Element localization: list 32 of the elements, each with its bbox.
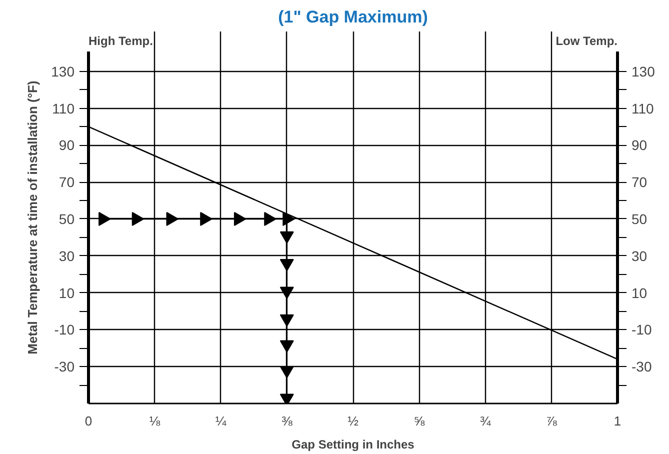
y2-tick-label: -10 — [632, 322, 652, 338]
y2-tick-label: 90 — [632, 137, 648, 154]
y2-tick-label: 110 — [632, 100, 654, 116]
y-tick-label: 50 — [58, 210, 75, 227]
y2-tick-label: 50 — [632, 210, 648, 227]
x-tick-label: ½ — [348, 414, 359, 428]
y-tick-label: -30 — [54, 358, 75, 375]
y2-tick-label: -30 — [632, 358, 652, 375]
text: Low Temp. — [556, 34, 618, 48]
x-tick-label: ⅞ — [546, 414, 557, 428]
y-tick-label: 110 — [52, 100, 75, 116]
x-axis-title: Gap Setting in Inches — [292, 438, 415, 452]
y2-tick-label: 10 — [632, 284, 648, 301]
y-tick-label: 70 — [58, 174, 75, 190]
x-tick-label: 1 — [614, 414, 622, 428]
y-axis-title: Metal Temperature at time of installation (°F) — [25, 80, 40, 354]
y2-tick-label: 130 — [632, 63, 656, 80]
text: High Temp. — [88, 34, 153, 48]
x-tick-label: 0 — [84, 414, 92, 428]
x-tick-label: ⅛ — [149, 414, 160, 428]
y-tick-label: 90 — [58, 137, 75, 154]
y-tick-label: 30 — [58, 248, 75, 264]
x-tick-label: ⅝ — [414, 414, 425, 428]
y2-tick-label: 30 — [632, 248, 648, 264]
y-tick-label: -10 — [54, 322, 75, 338]
x-tick-label: ⅜ — [281, 414, 292, 428]
x-tick-label: ¼ — [215, 414, 226, 428]
y-tick-label: 130 — [51, 63, 75, 80]
chart-title: (1" Gap Maximum) — [278, 8, 428, 26]
x-tick-label: ¾ — [480, 414, 491, 428]
y-tick-label: 10 — [58, 284, 75, 301]
y2-tick-label: 70 — [632, 174, 648, 190]
